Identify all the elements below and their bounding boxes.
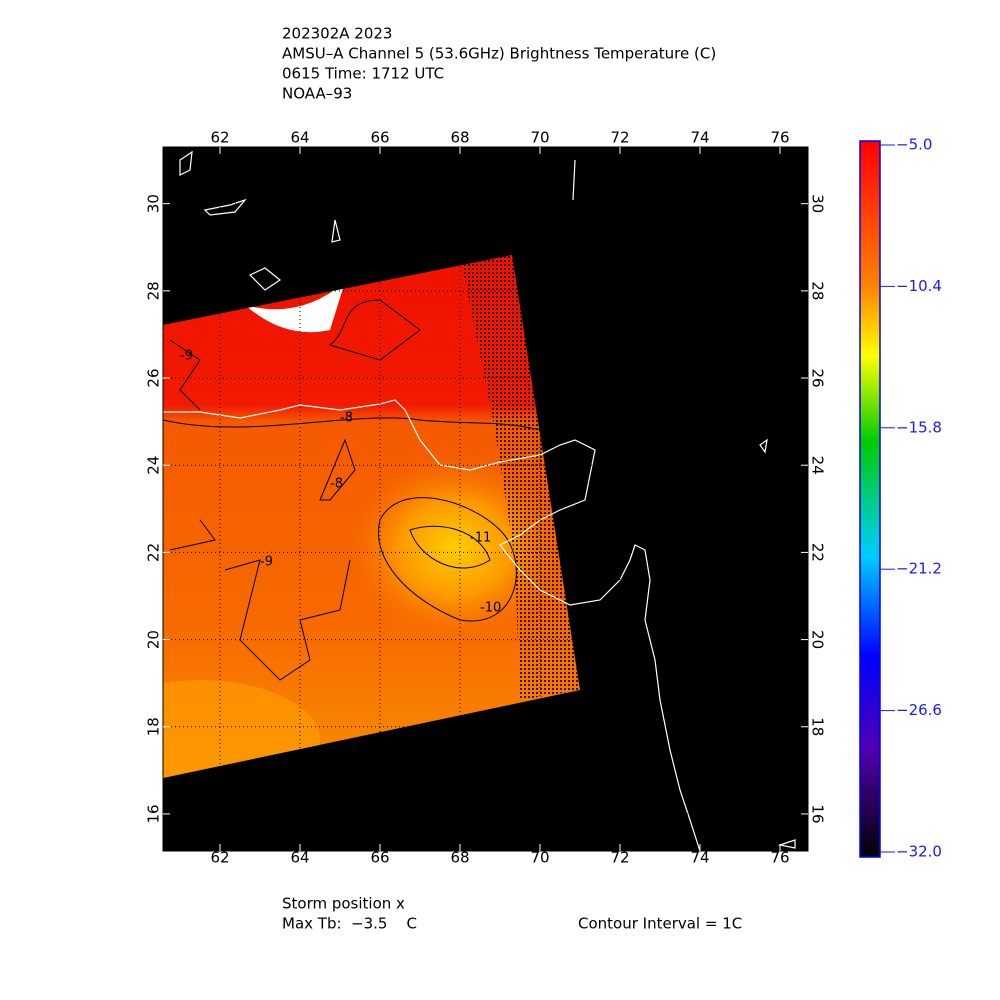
x-tick-label: 64 — [290, 849, 309, 867]
x-tick-label: 70 — [530, 129, 549, 147]
x-tick-label: 72 — [610, 129, 629, 147]
y-tick-label: 18 — [145, 717, 163, 736]
footer-text: Storm position x — [282, 895, 405, 913]
colorbar-label: −21.2 — [896, 560, 942, 578]
colorbar-label: −5.0 — [896, 136, 932, 154]
x-tick-label: 62 — [210, 849, 229, 867]
y-tick-label: 26 — [145, 368, 163, 387]
title-line: 0615 Time: 1712 UTC — [282, 65, 444, 83]
footer-text: Max Tb: −3.5 C — [282, 915, 417, 933]
y-tick-label: 20 — [145, 630, 163, 649]
y-tick-label: 30 — [145, 194, 163, 213]
x-tick-label: 70 — [530, 849, 549, 867]
x-tick-label: 62 — [210, 129, 229, 147]
x-tick-label: 72 — [610, 849, 629, 867]
contour-label: -10 — [480, 601, 501, 616]
y-tick-label: 26 — [809, 368, 827, 387]
x-tick-label: 76 — [770, 849, 789, 867]
title-line: 202302A 2023 — [282, 25, 392, 43]
colorbar-label: −32.0 — [896, 843, 942, 861]
colorbar-label: −15.8 — [896, 418, 942, 436]
x-tick-label: 74 — [690, 129, 709, 147]
title-line: NOAA–93 — [282, 85, 352, 103]
colorbar — [859, 140, 881, 858]
colorbar-label: −10.4 — [896, 277, 942, 295]
contour-label: -8 — [330, 477, 343, 492]
x-tick-label: 64 — [290, 129, 309, 147]
x-tick-label: 66 — [370, 849, 389, 867]
contour-label: -9 — [180, 349, 193, 364]
map-frame — [162, 146, 809, 852]
y-tick-label: 24 — [809, 456, 827, 475]
y-tick-label: 28 — [809, 281, 827, 300]
x-tick-label: 76 — [770, 129, 789, 147]
contour-labels: -9 -8 -8 -9 -11 -10 — [180, 349, 501, 616]
axes: 62 62 64 64 66 66 68 68 70 70 72 72 74 74 76 76 16 16 18 18… — [145, 129, 827, 867]
colorbar-label: −26.6 — [896, 701, 942, 719]
map: -9 -8 -8 -9 -11 -10 — [163, 147, 808, 852]
x-tick-label: 68 — [450, 849, 469, 867]
x-tick-label: 74 — [690, 849, 709, 867]
contour-label: -11 — [470, 531, 491, 546]
y-tick-label: 28 — [145, 281, 163, 300]
title-line: AMSU–A Channel 5 (53.6GHz) Brightness Te… — [282, 45, 716, 63]
contour-label: -9 — [260, 555, 273, 570]
footer-text: Contour Interval = 1C — [578, 915, 742, 933]
y-tick-label: 22 — [145, 543, 163, 562]
y-tick-label: 30 — [809, 194, 827, 213]
y-tick-label: 16 — [145, 804, 163, 823]
contour-label: -8 — [340, 411, 353, 426]
coastline — [163, 150, 796, 852]
y-tick-label: 16 — [809, 804, 827, 823]
y-tick-label: 22 — [809, 543, 827, 562]
x-tick-label: 68 — [450, 129, 469, 147]
x-tick-label: 66 — [370, 129, 389, 147]
y-tick-label: 20 — [809, 630, 827, 649]
y-tick-label: 18 — [809, 717, 827, 736]
y-tick-label: 24 — [145, 456, 163, 475]
